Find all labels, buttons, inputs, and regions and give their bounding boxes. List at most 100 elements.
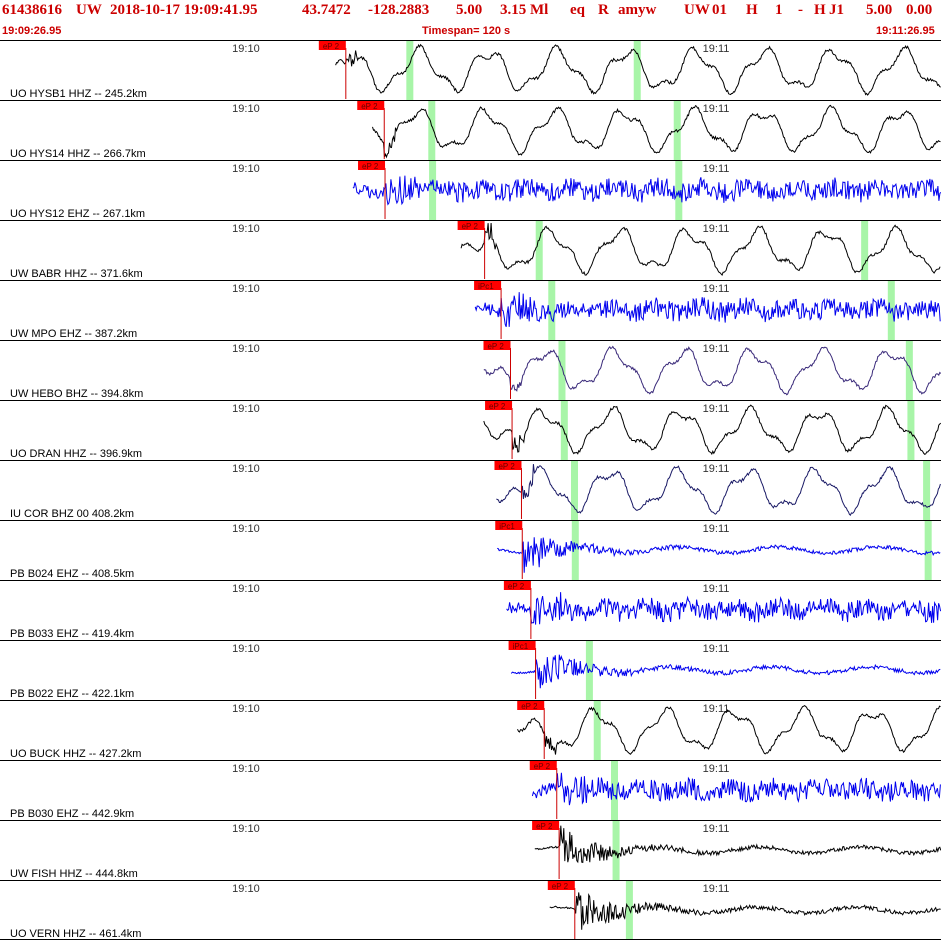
trace-4-pick-box	[457, 221, 485, 230]
trace-15-pick-box	[547, 881, 575, 890]
trace-3-time-mark-1: 19:10	[232, 163, 260, 175]
trace-13-pick-box	[529, 761, 557, 770]
trace-6-pick-label: eP 2	[487, 342, 504, 351]
trace-4-waveform	[460, 222, 941, 276]
trace-7-waveform	[483, 404, 941, 456]
trace-13-station-label: PB B030 EHZ -- 442.9km	[10, 808, 134, 820]
trace-11-station-label: PB B022 EHZ -- 422.1km	[10, 688, 134, 700]
start-time: 19:09:26.95	[2, 25, 62, 37]
timespan: Timespan= 120 s	[422, 25, 511, 37]
info-v2: 0.00	[906, 2, 933, 18]
trace-12-time-mark-2: 19:11	[703, 703, 730, 715]
trace-8-s-window-2	[923, 461, 931, 520]
trace-12-time-mark-1: 19:10	[232, 703, 260, 715]
trace-4-s-window-2	[861, 221, 869, 280]
trace-9-pick-label: iPc1	[499, 522, 515, 531]
trace-7-station-label: UO DRAN HHZ -- 396.9km	[10, 448, 142, 460]
trace-3-station-label: UO HYS12 EHZ -- 267.1km	[10, 208, 145, 220]
trace-8-station-label: IU COR BHZ 00 408.2km	[10, 508, 134, 520]
trace-3-pick-label: eP 2	[362, 162, 379, 171]
trace-1-time-mark-1: 19:10	[232, 43, 260, 55]
trace-10-time-mark-1: 19:10	[232, 583, 260, 595]
trace-5-time-mark-2: 19:11	[703, 283, 730, 295]
trace-5-s-window-1	[548, 281, 556, 340]
trace-2-pick-label: eP 2	[361, 102, 378, 111]
trace-1-station-label: UO HYSB1 HHZ -- 245.2km	[10, 88, 147, 100]
trace-12-waveform	[517, 704, 941, 755]
end-time: 19:11:26.95	[876, 25, 935, 37]
trace-15-time-mark-1: 19:10	[232, 883, 260, 895]
trace-13-s-window-1	[611, 761, 619, 820]
trace-4-s-window-1	[535, 221, 543, 280]
trace-10-station-label: PB B033 EHZ -- 419.4km	[10, 628, 134, 640]
info-v1: 5.00	[866, 2, 893, 18]
trace-3-waveform	[352, 175, 941, 206]
trace-1-pick-box	[318, 41, 346, 50]
trace-7-s-window-2	[907, 401, 915, 460]
trace-7-pick-box	[485, 401, 513, 410]
event-magnitude: 3.15 Ml	[500, 2, 549, 18]
event-id: 61438616	[2, 2, 62, 18]
trace-7-time-mark-1: 19:10	[232, 403, 260, 415]
info-h1: H	[746, 2, 758, 18]
trace-11-pick-label: iPc1	[513, 642, 529, 651]
trace-9-pick-box	[495, 521, 523, 530]
info-dash: -	[798, 2, 803, 18]
trace-10-time-mark-2: 19:11	[703, 583, 730, 595]
info-j: J1	[829, 2, 844, 18]
trace-8-time-mark-2: 19:11	[703, 463, 730, 475]
trace-15-time-mark-2: 19:11	[703, 883, 730, 895]
trace-5-station-label: UW MPO EHZ -- 387.2km	[10, 328, 137, 340]
info-n: 1	[775, 2, 783, 18]
info-code: 01	[712, 2, 727, 18]
info-net: UW	[684, 2, 710, 18]
trace-3-s-window-1	[429, 161, 437, 220]
trace-9-s-window-1	[571, 521, 579, 580]
trace-13-waveform	[531, 772, 941, 806]
trace-5-pick-box	[474, 281, 502, 290]
trace-1-time-mark-2: 19:11	[703, 43, 730, 55]
review-flag: R	[598, 2, 609, 18]
trace-1-pick-label: eP 2	[323, 42, 340, 51]
trace-5-time-mark-1: 19:10	[232, 283, 260, 295]
origin-datetime: 2018-10-17 19:09:41.95	[110, 2, 258, 18]
trace-12-station-label: UO BUCK HHZ -- 427.2km	[10, 748, 141, 760]
trace-2-station-label: UO HYS14 HHZ -- 266.7km	[10, 148, 146, 160]
trace-11-waveform	[510, 654, 941, 689]
trace-8-waveform	[496, 464, 941, 517]
trace-14-station-label: UW FISH HHZ -- 444.8km	[10, 868, 138, 880]
trace-11-time-mark-2: 19:11	[703, 643, 730, 655]
trace-11-pick-box	[508, 641, 536, 650]
trace-2-s-window-1	[428, 101, 436, 160]
event-depth: 5.00	[456, 2, 483, 18]
trace-8-pick-box	[494, 461, 522, 470]
trace-13-time-mark-2: 19:11	[703, 763, 730, 775]
trace-15-pick-label: eP 2	[552, 882, 569, 891]
trace-10-waveform	[506, 592, 941, 625]
trace-3-pick-box	[358, 161, 386, 170]
trace-9-station-label: PB B024 EHZ -- 408.5km	[10, 568, 134, 580]
trace-6-s-window-1	[558, 341, 566, 400]
time-header: 19:09:26.95 Timespan= 120 s 19:11:26.95	[0, 25, 941, 37]
trace-4-time-mark-1: 19:10	[232, 223, 260, 235]
trace-12-s-window-1	[593, 701, 601, 760]
trace-15-waveform	[549, 892, 941, 930]
trace-6-pick-box	[483, 341, 511, 350]
trace-12-pick-box	[517, 701, 545, 710]
trace-1-waveform	[335, 43, 941, 96]
trace-2-time-mark-2: 19:11	[703, 103, 730, 115]
trace-9-time-mark-1: 19:10	[232, 523, 260, 535]
trace-14-s-window-1	[612, 821, 620, 880]
event-type: eq	[570, 2, 585, 18]
info-h2: H	[814, 2, 826, 18]
trace-5-pick-label: iPc1	[478, 282, 494, 291]
trace-14-time-mark-1: 19:10	[232, 823, 260, 835]
trace-8-pick-label: eP 2	[498, 462, 515, 471]
trace-10-pick-label: eP 2	[508, 582, 525, 591]
event-longitude: -128.2883	[368, 2, 430, 18]
trace-9-s-window-2	[924, 521, 932, 580]
trace-2-pick-box	[357, 101, 385, 110]
trace-13-time-mark-1: 19:10	[232, 763, 260, 775]
trace-8-time-mark-1: 19:10	[232, 463, 260, 475]
